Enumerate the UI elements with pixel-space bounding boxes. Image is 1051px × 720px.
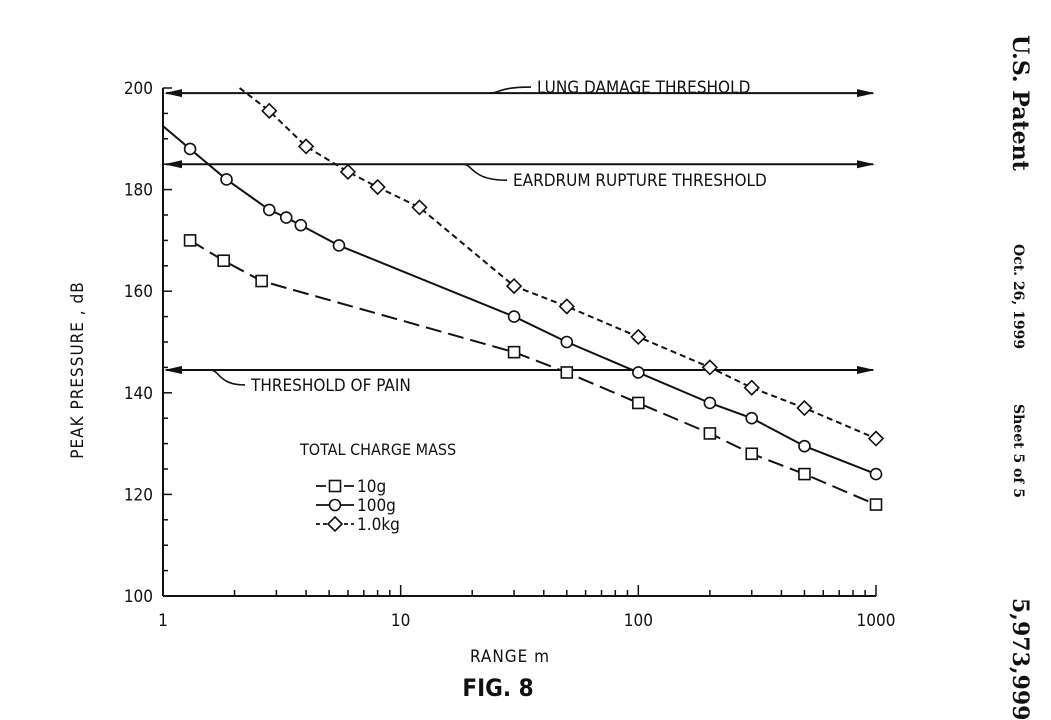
y-tick-label: 200	[124, 79, 153, 99]
y-tick-label: 140	[124, 384, 153, 404]
threshold-leader	[489, 86, 532, 94]
data-point	[220, 173, 233, 186]
data-point	[796, 399, 813, 417]
data-point	[798, 439, 811, 453]
arrowhead-right	[857, 365, 875, 374]
data-point	[183, 142, 197, 156]
series-10g	[183, 234, 883, 511]
data-point	[262, 203, 276, 217]
data-point	[703, 427, 717, 440]
legend-item: 10g	[316, 477, 386, 497]
x-tick-label: 1	[158, 611, 168, 631]
data-point	[745, 447, 759, 461]
threshold-label: LUNG DAMAGE THRESHOLD	[537, 78, 750, 98]
data-point	[558, 298, 575, 315]
data-point	[560, 335, 574, 349]
x-axis-title: RANGE m	[470, 647, 550, 667]
series-100g	[162, 125, 883, 481]
legend-marker	[326, 515, 344, 533]
data-point	[332, 239, 346, 252]
legend-label: 1.0kg	[357, 515, 400, 535]
arrowhead-right	[857, 89, 875, 98]
data-point	[867, 430, 885, 447]
threshold-leader	[209, 369, 246, 386]
data-point	[869, 498, 883, 511]
legend-label: 10g	[357, 477, 386, 497]
data-point	[255, 274, 268, 288]
data-point	[411, 199, 428, 216]
y-axis-title: PEAK PRESSURE , dB	[68, 281, 88, 458]
data-point	[743, 379, 760, 396]
arrowhead-right	[857, 160, 875, 169]
y-ticks: 100 120 140 160 180 200	[124, 79, 172, 607]
data-point	[339, 163, 357, 180]
arrowhead-left	[164, 89, 182, 98]
data-point	[279, 211, 293, 224]
figure-title: FIG. 8	[462, 674, 533, 702]
data-point	[703, 396, 717, 410]
y-tick-label: 100	[124, 587, 153, 607]
data-point	[369, 178, 386, 196]
data-point	[261, 102, 278, 119]
threshold-2: EARDRUM RUPTURE THRESHOLD	[164, 160, 875, 191]
data-point	[560, 366, 574, 379]
series-line	[162, 125, 877, 476]
x-tick-label: 10	[391, 611, 410, 631]
patent-number: 5,973,999	[1007, 598, 1033, 720]
legend-title: TOTAL CHARGE MASS	[299, 440, 456, 459]
data-point	[505, 277, 523, 295]
data-point	[632, 366, 645, 379]
legend-label: 100g	[357, 496, 396, 516]
data-point	[507, 345, 521, 359]
x-tick-label: 100	[624, 611, 653, 631]
y-tick-label: 120	[124, 485, 153, 505]
data-point	[183, 234, 197, 247]
x-tick-label: 1000	[857, 611, 896, 631]
arrowhead-left	[164, 160, 182, 169]
threshold-leader	[462, 163, 508, 181]
patent-header: U.S. Patent Oct. 26, 1999 Sheet 5 of 5 5…	[1007, 35, 1033, 720]
data-point	[507, 310, 521, 323]
data-point	[630, 328, 647, 346]
series-1.0kg	[238, 87, 885, 447]
threshold-lines: LUNG DAMAGE THRESHOLD EARDRUM RUPTURE THR…	[164, 78, 875, 396]
data-point	[869, 467, 883, 481]
data-point	[217, 254, 230, 268]
data-point	[294, 218, 308, 232]
series-line	[189, 239, 877, 506]
sheet-number: Sheet 5 of 5	[1010, 404, 1026, 498]
patent-date: Oct. 26, 1999	[1010, 244, 1026, 349]
threshold-3: THRESHOLD OF PAIN	[164, 365, 875, 396]
patent-label: U.S. Patent	[1007, 35, 1033, 172]
data-point	[701, 359, 719, 376]
y-tick-label: 180	[124, 181, 153, 201]
data-point	[745, 411, 759, 425]
legend-marker	[328, 479, 342, 493]
x-ticks: 1 10 100 1000	[158, 585, 895, 631]
legend-item: 1.0kg	[316, 515, 400, 535]
legend-item: 100g	[316, 496, 396, 516]
legend-marker	[328, 498, 342, 512]
data-point	[297, 138, 315, 155]
arrowhead-left	[164, 365, 182, 374]
data-point	[632, 396, 645, 410]
threshold-1: LUNG DAMAGE THRESHOLD	[164, 78, 875, 98]
data-point	[798, 467, 811, 481]
series-group	[162, 87, 885, 511]
threshold-label: THRESHOLD OF PAIN	[250, 376, 411, 396]
threshold-label: EARDRUM RUPTURE THRESHOLD	[513, 171, 767, 191]
y-tick-label: 160	[124, 282, 153, 302]
